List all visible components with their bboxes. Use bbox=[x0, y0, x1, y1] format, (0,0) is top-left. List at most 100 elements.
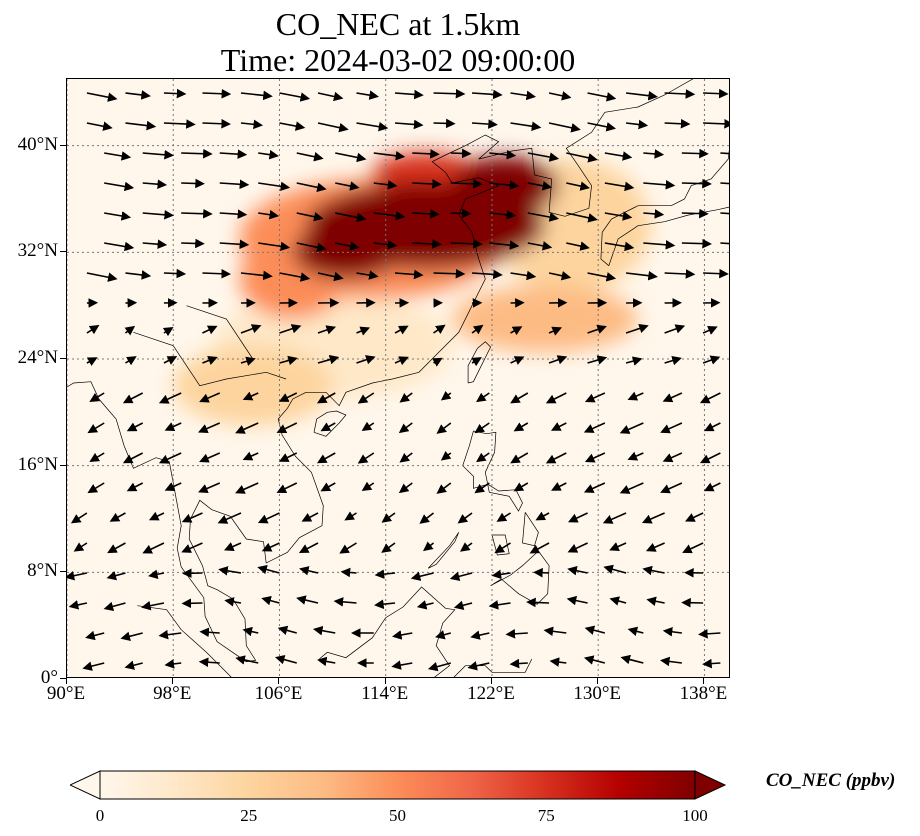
wind-arrow bbox=[548, 326, 563, 336]
wind-arrow bbox=[471, 269, 503, 280]
wind-arrow bbox=[219, 209, 248, 219]
wind-arrow bbox=[181, 238, 205, 249]
wind-arrow bbox=[317, 325, 337, 335]
wind-arrow bbox=[399, 392, 413, 403]
wind-arrow bbox=[277, 625, 297, 635]
wind-arrow bbox=[435, 630, 452, 640]
wind-arrow bbox=[548, 122, 581, 133]
wind-arrow bbox=[449, 571, 473, 582]
wind-arrow bbox=[340, 567, 357, 578]
wind-arrow bbox=[279, 272, 311, 282]
wind-arrow bbox=[681, 238, 712, 249]
wind-arrow bbox=[142, 542, 165, 554]
wind-arrow bbox=[198, 657, 220, 668]
wind-arrow bbox=[278, 452, 298, 462]
wind-arrow bbox=[86, 357, 98, 367]
coastline-segment bbox=[186, 305, 254, 360]
wind-arrow bbox=[436, 482, 452, 494]
wind-arrow bbox=[68, 600, 88, 610]
wind-arrow bbox=[703, 268, 729, 279]
wind-arrow bbox=[664, 324, 686, 334]
colorbar-tick-label: 75 bbox=[537, 806, 555, 825]
wind-arrow bbox=[619, 482, 644, 494]
wind-arrow bbox=[587, 92, 617, 102]
wind-arrow bbox=[450, 239, 483, 249]
wind-arrow bbox=[202, 118, 231, 129]
wind-arrow bbox=[125, 90, 151, 100]
wind-arrow bbox=[527, 212, 560, 222]
wind-arrow bbox=[510, 90, 537, 101]
wind-arrow bbox=[373, 210, 406, 221]
wind-arrow bbox=[399, 452, 413, 463]
coastline-segment bbox=[137, 605, 232, 677]
wind-arrow bbox=[335, 212, 367, 223]
wind-arrow bbox=[584, 392, 606, 403]
wind-arrow bbox=[219, 179, 250, 190]
colorbar-extend-low bbox=[70, 770, 101, 800]
wind-arrow bbox=[509, 658, 528, 669]
wind-arrow bbox=[587, 122, 617, 132]
wind-arrow bbox=[550, 422, 567, 431]
concentration-patch bbox=[452, 285, 639, 353]
x-tick-label: 106°E bbox=[254, 683, 303, 704]
wind-arrow bbox=[316, 452, 336, 464]
wind-arrow bbox=[125, 270, 152, 280]
wind-arrow bbox=[471, 89, 503, 100]
wind-arrow bbox=[240, 119, 264, 130]
wind-arrow bbox=[703, 482, 721, 492]
x-tick-mark bbox=[384, 678, 386, 684]
colorbar-label: CO_NEC (ppbv) bbox=[766, 770, 896, 791]
wind-arrow bbox=[584, 452, 606, 463]
wind-arrow bbox=[433, 118, 456, 129]
colorbar-tick-label: 50 bbox=[389, 806, 406, 825]
wind-arrow bbox=[568, 512, 588, 523]
wind-arrow bbox=[104, 181, 135, 192]
wind-arrow bbox=[122, 452, 144, 464]
wind-arrow bbox=[141, 600, 165, 611]
wind-arrow bbox=[82, 661, 105, 671]
y-tick-mark bbox=[60, 358, 66, 359]
wind-arrow bbox=[258, 149, 279, 160]
x-tick-label: 98°E bbox=[153, 683, 192, 704]
wind-arrow bbox=[510, 452, 529, 464]
wind-arrow bbox=[398, 422, 413, 434]
wind-arrow bbox=[317, 271, 344, 282]
wind-arrow bbox=[373, 150, 406, 161]
wind-arrow bbox=[279, 92, 311, 102]
wind-vectors bbox=[67, 88, 729, 672]
wind-arrow bbox=[394, 325, 409, 335]
wind-arrow bbox=[142, 149, 175, 160]
wind-arrow bbox=[431, 357, 443, 367]
wind-arrow bbox=[474, 482, 490, 494]
wind-arrow bbox=[412, 239, 442, 249]
x-tick-label: 138°E bbox=[679, 683, 728, 704]
x-tick-mark bbox=[490, 678, 492, 684]
wind-arrow bbox=[86, 324, 100, 335]
y-tick-mark bbox=[60, 678, 66, 679]
wind-arrow bbox=[335, 152, 367, 163]
wind-arrow bbox=[125, 120, 157, 131]
wind-arrow bbox=[339, 542, 357, 554]
wind-arrow bbox=[505, 629, 528, 639]
coastline-segment bbox=[319, 586, 456, 677]
wind-arrow bbox=[510, 392, 529, 404]
wind-arrow bbox=[320, 422, 336, 432]
wind-arrow bbox=[533, 567, 550, 578]
wind-arrow bbox=[125, 356, 137, 366]
wind-arrow bbox=[583, 482, 606, 493]
wind-arrow bbox=[427, 662, 452, 672]
wind-arrow bbox=[109, 512, 126, 522]
wind-arrow bbox=[258, 209, 280, 220]
wind-arrow bbox=[235, 422, 259, 434]
wind-arrow bbox=[470, 630, 490, 640]
y-tick-label: 0° bbox=[40, 667, 58, 688]
wind-arrow bbox=[242, 626, 259, 637]
wind-arrow bbox=[660, 482, 683, 494]
wind-arrow bbox=[457, 512, 473, 524]
wind-arrow bbox=[543, 626, 567, 637]
wind-arrow bbox=[122, 392, 144, 404]
wind-arrow bbox=[584, 625, 606, 635]
wind-arrow bbox=[660, 422, 683, 434]
wind-arrow bbox=[394, 119, 424, 130]
wind-arrow bbox=[699, 392, 721, 404]
